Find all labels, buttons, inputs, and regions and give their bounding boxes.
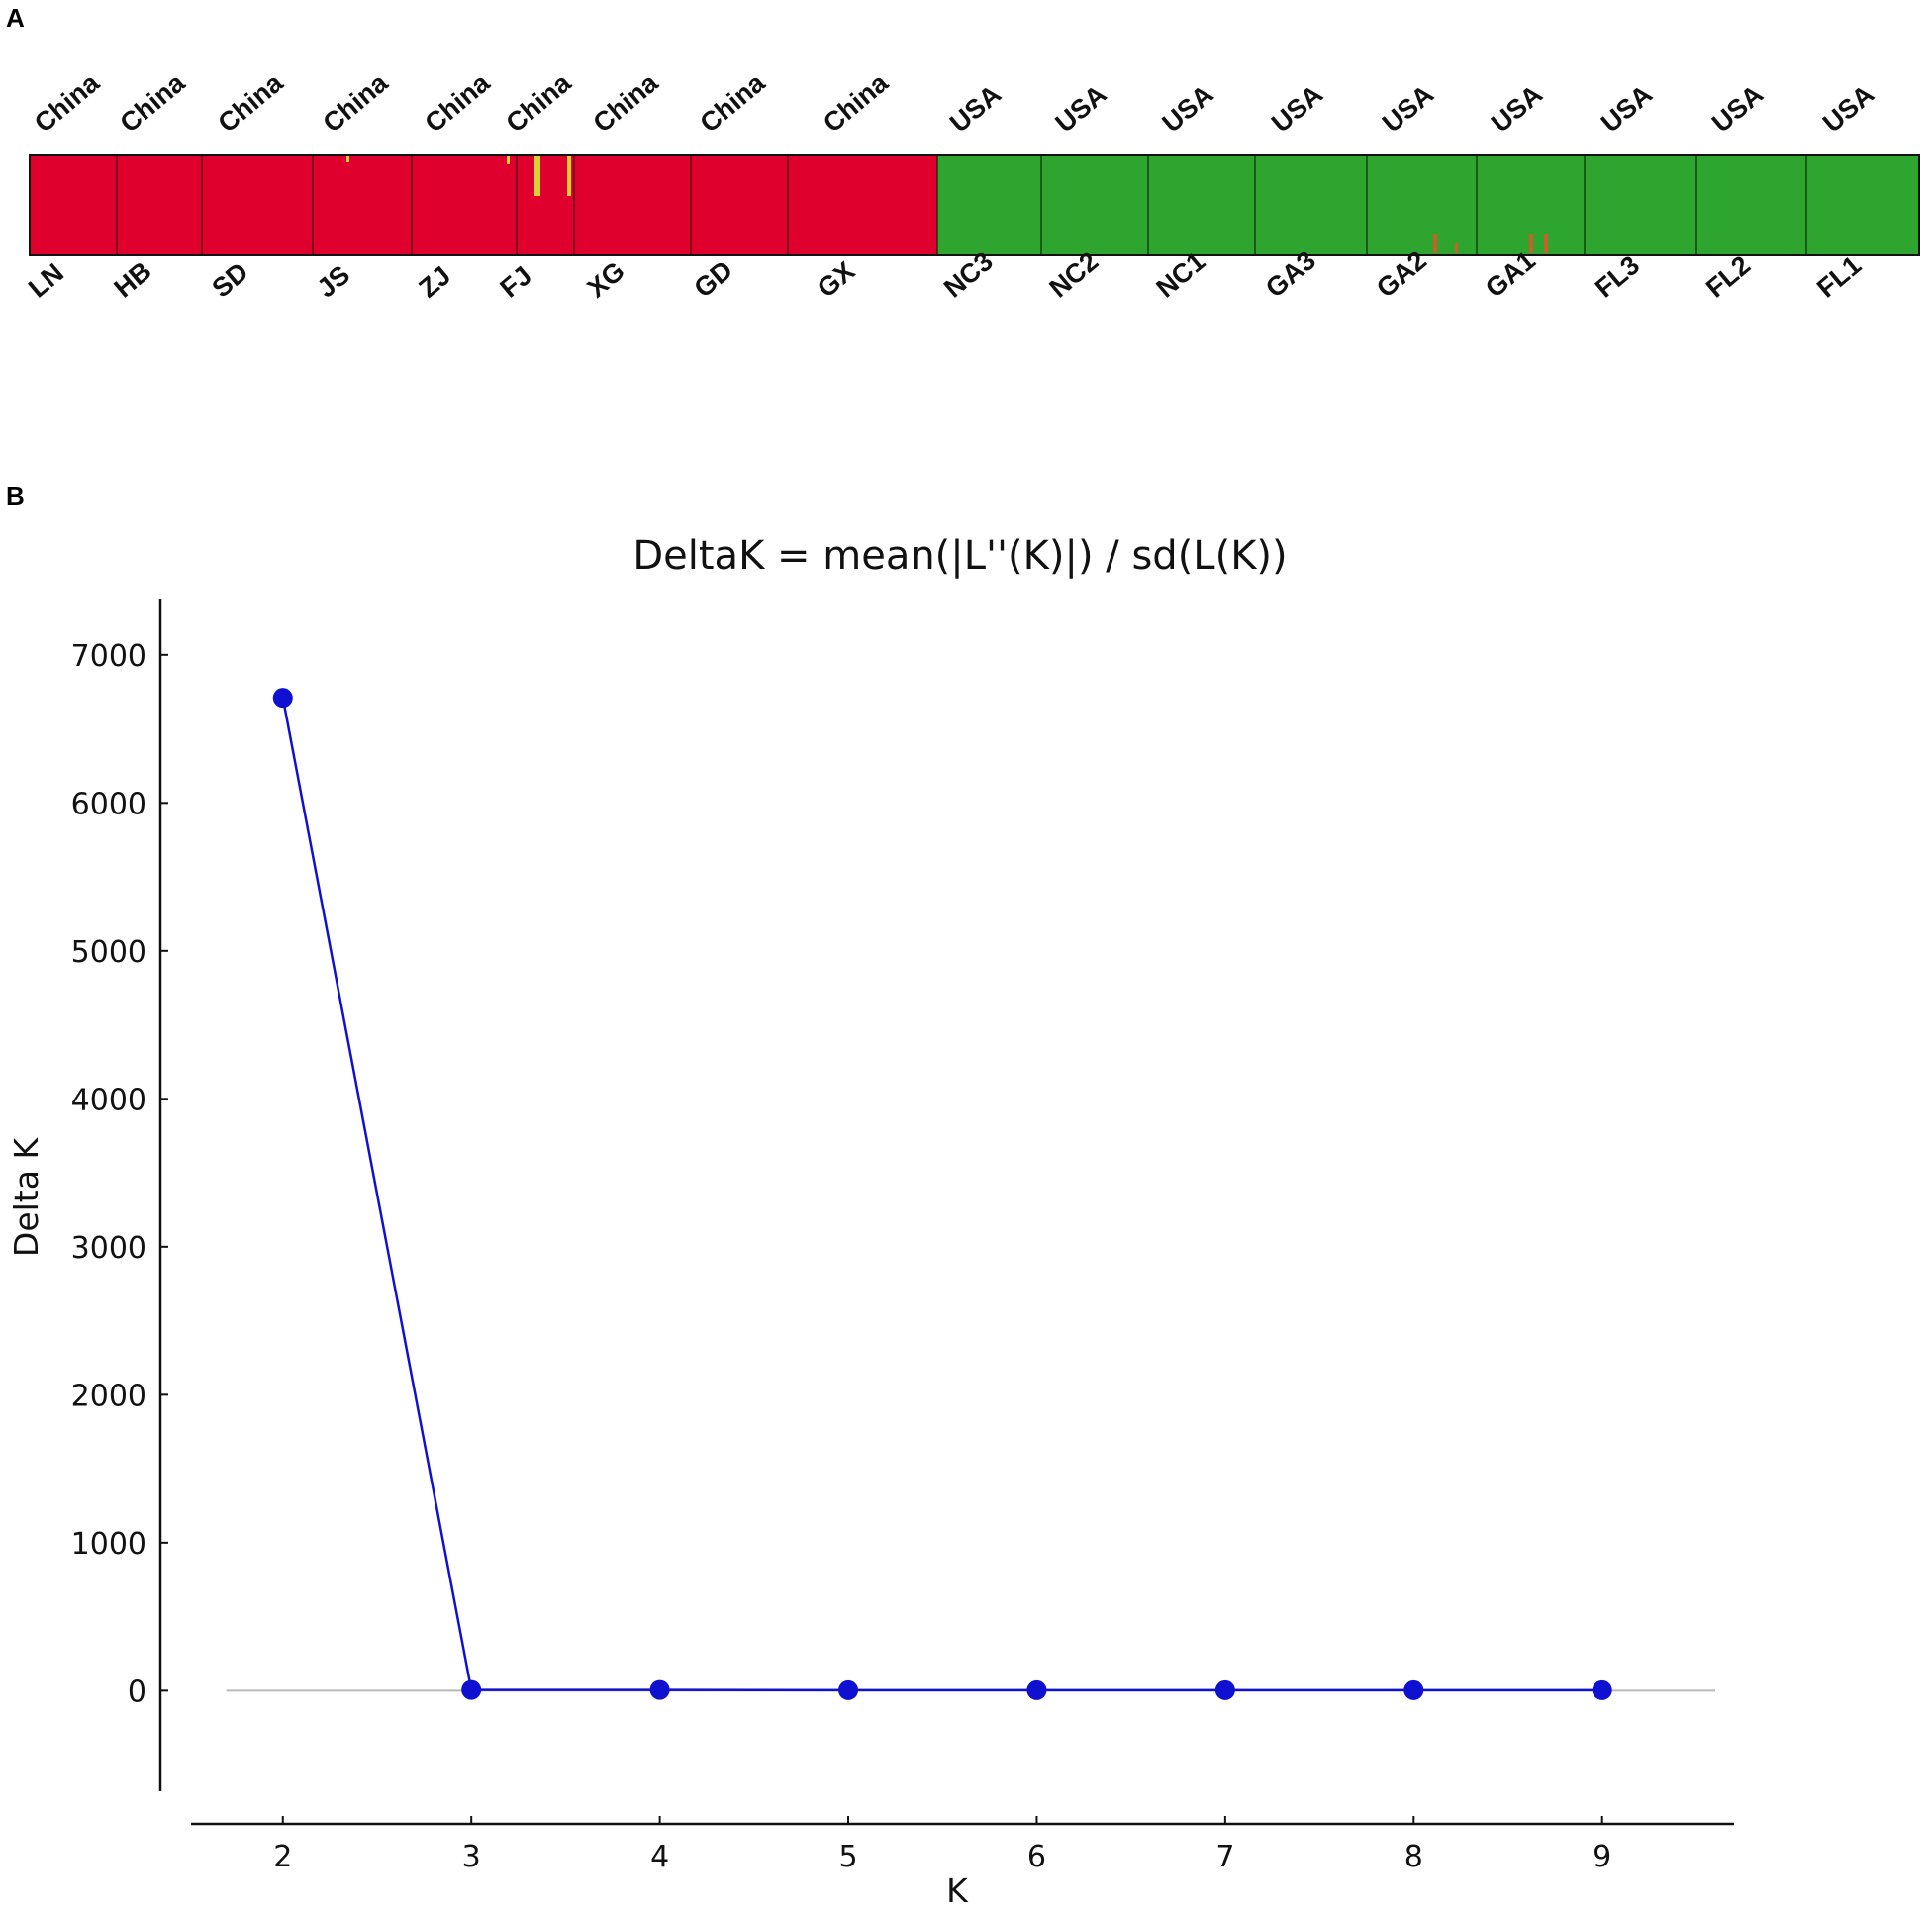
region-label: USA [1050,79,1112,139]
delta-k-chart: 0 1000 2000 3000 4000 5000 6000 7000 2 3 4 5 6 7 8 9 [71,599,1734,1874]
x-tick-label: 3 [462,1840,481,1874]
region-label: USA [1486,79,1548,139]
x-tick-label: 7 [1215,1840,1234,1874]
population-label: FL1 [1811,250,1867,304]
population-block-fl2 [1696,156,1806,254]
admixture-sliver [567,156,571,196]
x-tick-label: 5 [838,1840,857,1874]
panel-a-letter: A [6,3,25,33]
region-label: USA [1266,79,1328,139]
population-block-gd [691,156,788,254]
population-label: FL2 [1700,250,1756,304]
admixture-sliver [1544,234,1548,253]
series-line [281,697,1602,1692]
population-block-ga2 [1367,156,1477,254]
structure-plot: China LN China HB China SD China JS China ZJ China… [23,67,1920,304]
region-label: USA [1595,79,1658,139]
region-label: China [318,67,394,139]
data-point-k4 [649,1679,670,1700]
region-label: China [501,67,577,139]
data-point-k6 [1026,1679,1047,1700]
admixture-sliver [1529,234,1533,253]
data-point-k2 [272,688,293,709]
population-block-nc1 [1148,156,1255,254]
y-tick-label: 1000 [71,1527,146,1562]
x-tick-label: 2 [273,1840,292,1874]
x-tick-label: 6 [1027,1840,1046,1874]
panel-b-letter: B [6,481,25,511]
population-block-fj [517,156,574,254]
data-point-k3 [461,1679,482,1700]
population-label: XG [582,256,630,304]
y-tick-label: 6000 [71,787,146,821]
population-label: SD [207,257,254,304]
y-tick-label: 7000 [71,639,146,674]
region-label: China [115,67,191,139]
population-label: FJ [495,260,537,303]
population-label: JS [312,259,356,303]
chart-title: DeltaK = mean(|L''(K)|) / sd(L(K)) [632,533,1287,579]
admixture-sliver [346,156,349,162]
region-label: China [695,67,771,139]
x-tick-label: 9 [1593,1840,1611,1874]
population-block-fl3 [1585,156,1696,254]
region-label: China [818,67,894,139]
region-label: China [29,67,105,139]
population-block-zj [412,156,517,254]
region-label: USA [1157,79,1219,139]
x-tick-label: 8 [1404,1840,1423,1874]
admixture-sliver [534,156,540,196]
population-label: GX [812,256,860,304]
population-label: GD [689,255,738,304]
y-axis-label: Delta K [7,1137,46,1258]
region-label: USA [1706,79,1769,139]
population-block-fl1 [1806,156,1918,254]
population-block-ga3 [1255,156,1367,254]
admixture-sliver [1455,243,1458,253]
y-tick-label: 0 [128,1674,146,1709]
data-point-k8 [1403,1679,1424,1700]
population-block-nc2 [1041,156,1148,254]
y-tick-label: 3000 [71,1231,146,1266]
population-label: ZJ [414,260,456,303]
region-label: USA [1817,79,1880,139]
population-label: LN [23,257,69,303]
data-point-k9 [1592,1679,1612,1700]
population-block-nc3 [937,156,1041,254]
population-label: FL3 [1590,250,1645,304]
admixture-sliver [507,156,510,164]
y-tick-label: 2000 [71,1379,146,1413]
population-label: HB [109,256,157,304]
data-point-k7 [1214,1679,1235,1700]
population-block-sd [202,156,313,254]
region-label: USA [944,79,1007,139]
population-block-xg [574,156,691,254]
x-tick-label: 4 [650,1840,669,1874]
population-block-hb [117,156,202,254]
y-tick-label: 5000 [71,935,146,970]
region-label: USA [1377,79,1439,139]
population-block-js [313,156,412,254]
population-block-gx [788,156,937,254]
region-label: China [588,67,664,139]
population-block-ln [31,156,117,254]
admixture-sliver [1433,234,1437,253]
region-label: China [213,67,289,139]
y-tick-label: 4000 [71,1083,146,1117]
region-label: China [420,67,496,139]
data-point-k5 [838,1679,859,1700]
x-axis-label: K [946,1871,969,1910]
